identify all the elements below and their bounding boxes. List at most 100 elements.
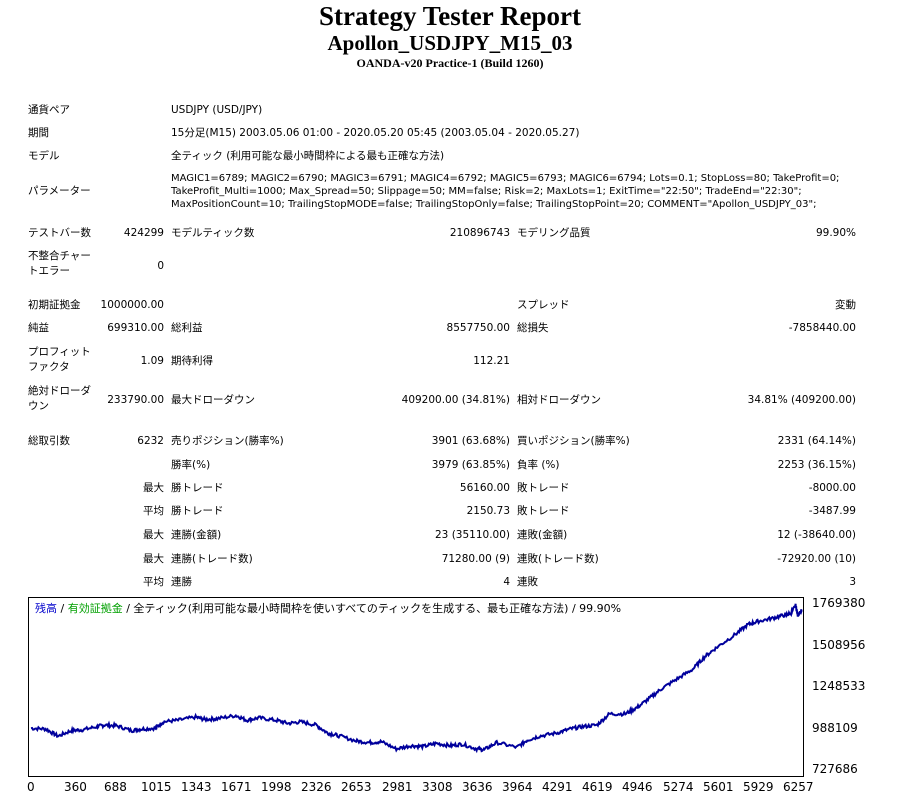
- max-consec-wins-amount-label: 連勝(金額): [171, 529, 222, 541]
- x-tick-label: 5274: [663, 780, 694, 794]
- ticks-value: 210896743: [449, 227, 510, 239]
- expected-payoff-label: 期待利得: [171, 355, 213, 367]
- period-value: 15分足(M15) 2003.05.06 01:00 - 2020.05.20 …: [171, 127, 580, 139]
- largest-win-value: 56160.00: [459, 482, 510, 494]
- legend-separator: /: [57, 602, 68, 615]
- abs-drawdown-label-line2: ウン: [28, 400, 49, 412]
- chart-legend: 残高 / 有効証拠金 / 全ティック(利用可能な最小時間枠を使いすべてのティック…: [35, 602, 621, 616]
- x-tick-label: 1671: [221, 780, 252, 794]
- expected-payoff-value: 112.21: [473, 355, 510, 367]
- gross-loss-value: -7858440.00: [788, 322, 856, 334]
- short-positions-label: 売りポジション(勝率%): [171, 435, 284, 447]
- pair-label: 通貨ペア: [28, 104, 70, 116]
- x-tick-label: 4619: [582, 780, 613, 794]
- legend-balance: 残高: [35, 602, 57, 615]
- largest-win-label: 勝トレード: [171, 482, 224, 494]
- profit-factor-label-line2: ファクタ: [28, 361, 70, 373]
- avg-consec-prefix: 平均: [143, 576, 164, 588]
- x-tick-label: 3964: [502, 780, 533, 794]
- balance-chart: 残高 / 有効証拠金 / 全ティック(利用可能な最小時間枠を使いすべてのティック…: [28, 597, 804, 777]
- rel-drawdown-label: 相対ドローダウン: [517, 394, 601, 406]
- mismatch-label-line1: 不整合チャー: [28, 250, 91, 262]
- mismatch-label-line2: トエラー: [28, 265, 70, 277]
- params-label: パラメーター: [28, 185, 91, 197]
- legend-description: 全ティック(利用可能な最小時間枠を使いすべてのティックを生成する、最も正確な方法…: [133, 602, 622, 615]
- gross-loss-label: 総損失: [517, 322, 549, 334]
- x-tick-label: 3636: [462, 780, 493, 794]
- loss-rate-value: 2253 (36.15%): [777, 459, 856, 471]
- x-tick-label: 5601: [703, 780, 734, 794]
- long-positions-value: 2331 (64.14%): [777, 435, 856, 447]
- bars-value: 424299: [123, 227, 164, 239]
- avg-consec-losses-label: 連敗: [517, 576, 538, 588]
- model-value: 全ティック (利用可能な最小時間枠による最も正確な方法): [171, 150, 445, 162]
- x-tick-label: 2653: [341, 780, 372, 794]
- avg-consec-wins-label: 連勝: [171, 576, 192, 588]
- period-label: 期間: [28, 127, 49, 139]
- x-tick-label: 6257: [783, 780, 814, 794]
- max-consec-wins-count-value: 71280.00 (9): [441, 553, 510, 565]
- balance-chart-plot: [30, 603, 803, 754]
- total-trades-value: 6232: [137, 435, 164, 447]
- average-win-value: 2150.73: [466, 505, 510, 517]
- report-subtitle: Apollon_USDJPY_M15_03: [327, 31, 573, 55]
- net-profit-value: 699310.00: [107, 322, 164, 334]
- deposit-label: 初期証拠金: [28, 299, 81, 311]
- x-tick-label: 2326: [301, 780, 332, 794]
- y-tick-label: 1769380: [812, 596, 866, 610]
- y-tick-label: 1248533: [812, 679, 866, 693]
- total-trades-label: 総取引数: [28, 435, 70, 447]
- x-tick-label: 3308: [422, 780, 453, 794]
- deposit-value: 1000000.00: [100, 299, 164, 311]
- x-tick-label: 2981: [382, 780, 413, 794]
- x-tick-label: 4291: [542, 780, 573, 794]
- win-rate-label: 勝率(%): [171, 459, 211, 471]
- mismatch-value: 0: [157, 260, 164, 272]
- net-profit-label: 純益: [28, 322, 49, 334]
- abs-drawdown-value: 233790.00: [107, 394, 164, 406]
- y-tick-label: 1508956: [812, 638, 866, 652]
- x-tick-label: 1343: [181, 780, 212, 794]
- loss-rate-label: 負率 (%): [517, 459, 560, 471]
- report-build: OANDA-v20 Practice-1 (Build 1260): [356, 56, 544, 70]
- max-consec-wins-amount-value: 23 (35110.00): [435, 529, 510, 541]
- model-label: モデル: [28, 150, 60, 162]
- profit-factor-value: 1.09: [140, 355, 164, 367]
- x-tick-label: 0: [27, 780, 35, 794]
- x-tick-label: 5929: [743, 780, 774, 794]
- x-tick-label: 688: [104, 780, 127, 794]
- params-value: MAGIC1=6789; MAGIC2=6790; MAGIC3=6791; M…: [171, 173, 840, 210]
- spread-label: スプレッド: [517, 299, 570, 311]
- x-tick-label: 4946: [622, 780, 653, 794]
- max-drawdown-value: 409200.00 (34.81%): [401, 394, 510, 406]
- ticks-label: モデルティック数: [171, 227, 255, 239]
- x-tick-label: 1998: [261, 780, 292, 794]
- max-consec-count-prefix: 最大: [143, 553, 164, 565]
- average-win-label: 勝トレード: [171, 505, 224, 517]
- balance-series-line: [30, 603, 803, 754]
- max-consec-losses-count-label: 連敗(トレード数): [517, 553, 599, 565]
- bars-label: テストバー数: [28, 227, 91, 239]
- max-consec-losses-amount-value: 12 (-38640.00): [777, 529, 856, 541]
- profit-factor-label-line1: プロフィット: [28, 346, 91, 358]
- max-consec-wins-count-label: 連勝(トレード数): [171, 553, 253, 565]
- rel-drawdown-value: 34.81% (409200.00): [747, 394, 856, 406]
- max-consec-losses-count-value: -72920.00 (10): [777, 553, 856, 565]
- report-title: Strategy Tester Report: [319, 1, 581, 31]
- y-tick-label: 727686: [812, 762, 858, 776]
- avg-consec-losses-value: 3: [849, 576, 856, 588]
- avg-consec-wins-value: 4: [503, 576, 510, 588]
- largest-loss-label: 敗トレード: [517, 482, 570, 494]
- gross-profit-label: 総利益: [171, 322, 203, 334]
- legend-equity: 有効証拠金: [67, 602, 123, 615]
- spread-value: 変動: [835, 299, 856, 311]
- average-loss-label: 敗トレード: [517, 505, 570, 517]
- abs-drawdown-label-line1: 絶対ドローダ: [28, 385, 91, 397]
- quality-value: 99.90%: [815, 227, 856, 239]
- largest-prefix: 最大: [143, 482, 164, 494]
- x-tick-label: 1015: [141, 780, 172, 794]
- x-tick-label: 360: [64, 780, 87, 794]
- short-positions-value: 3901 (63.68%): [431, 435, 510, 447]
- average-prefix: 平均: [143, 505, 164, 517]
- win-rate-value: 3979 (63.85%): [431, 459, 510, 471]
